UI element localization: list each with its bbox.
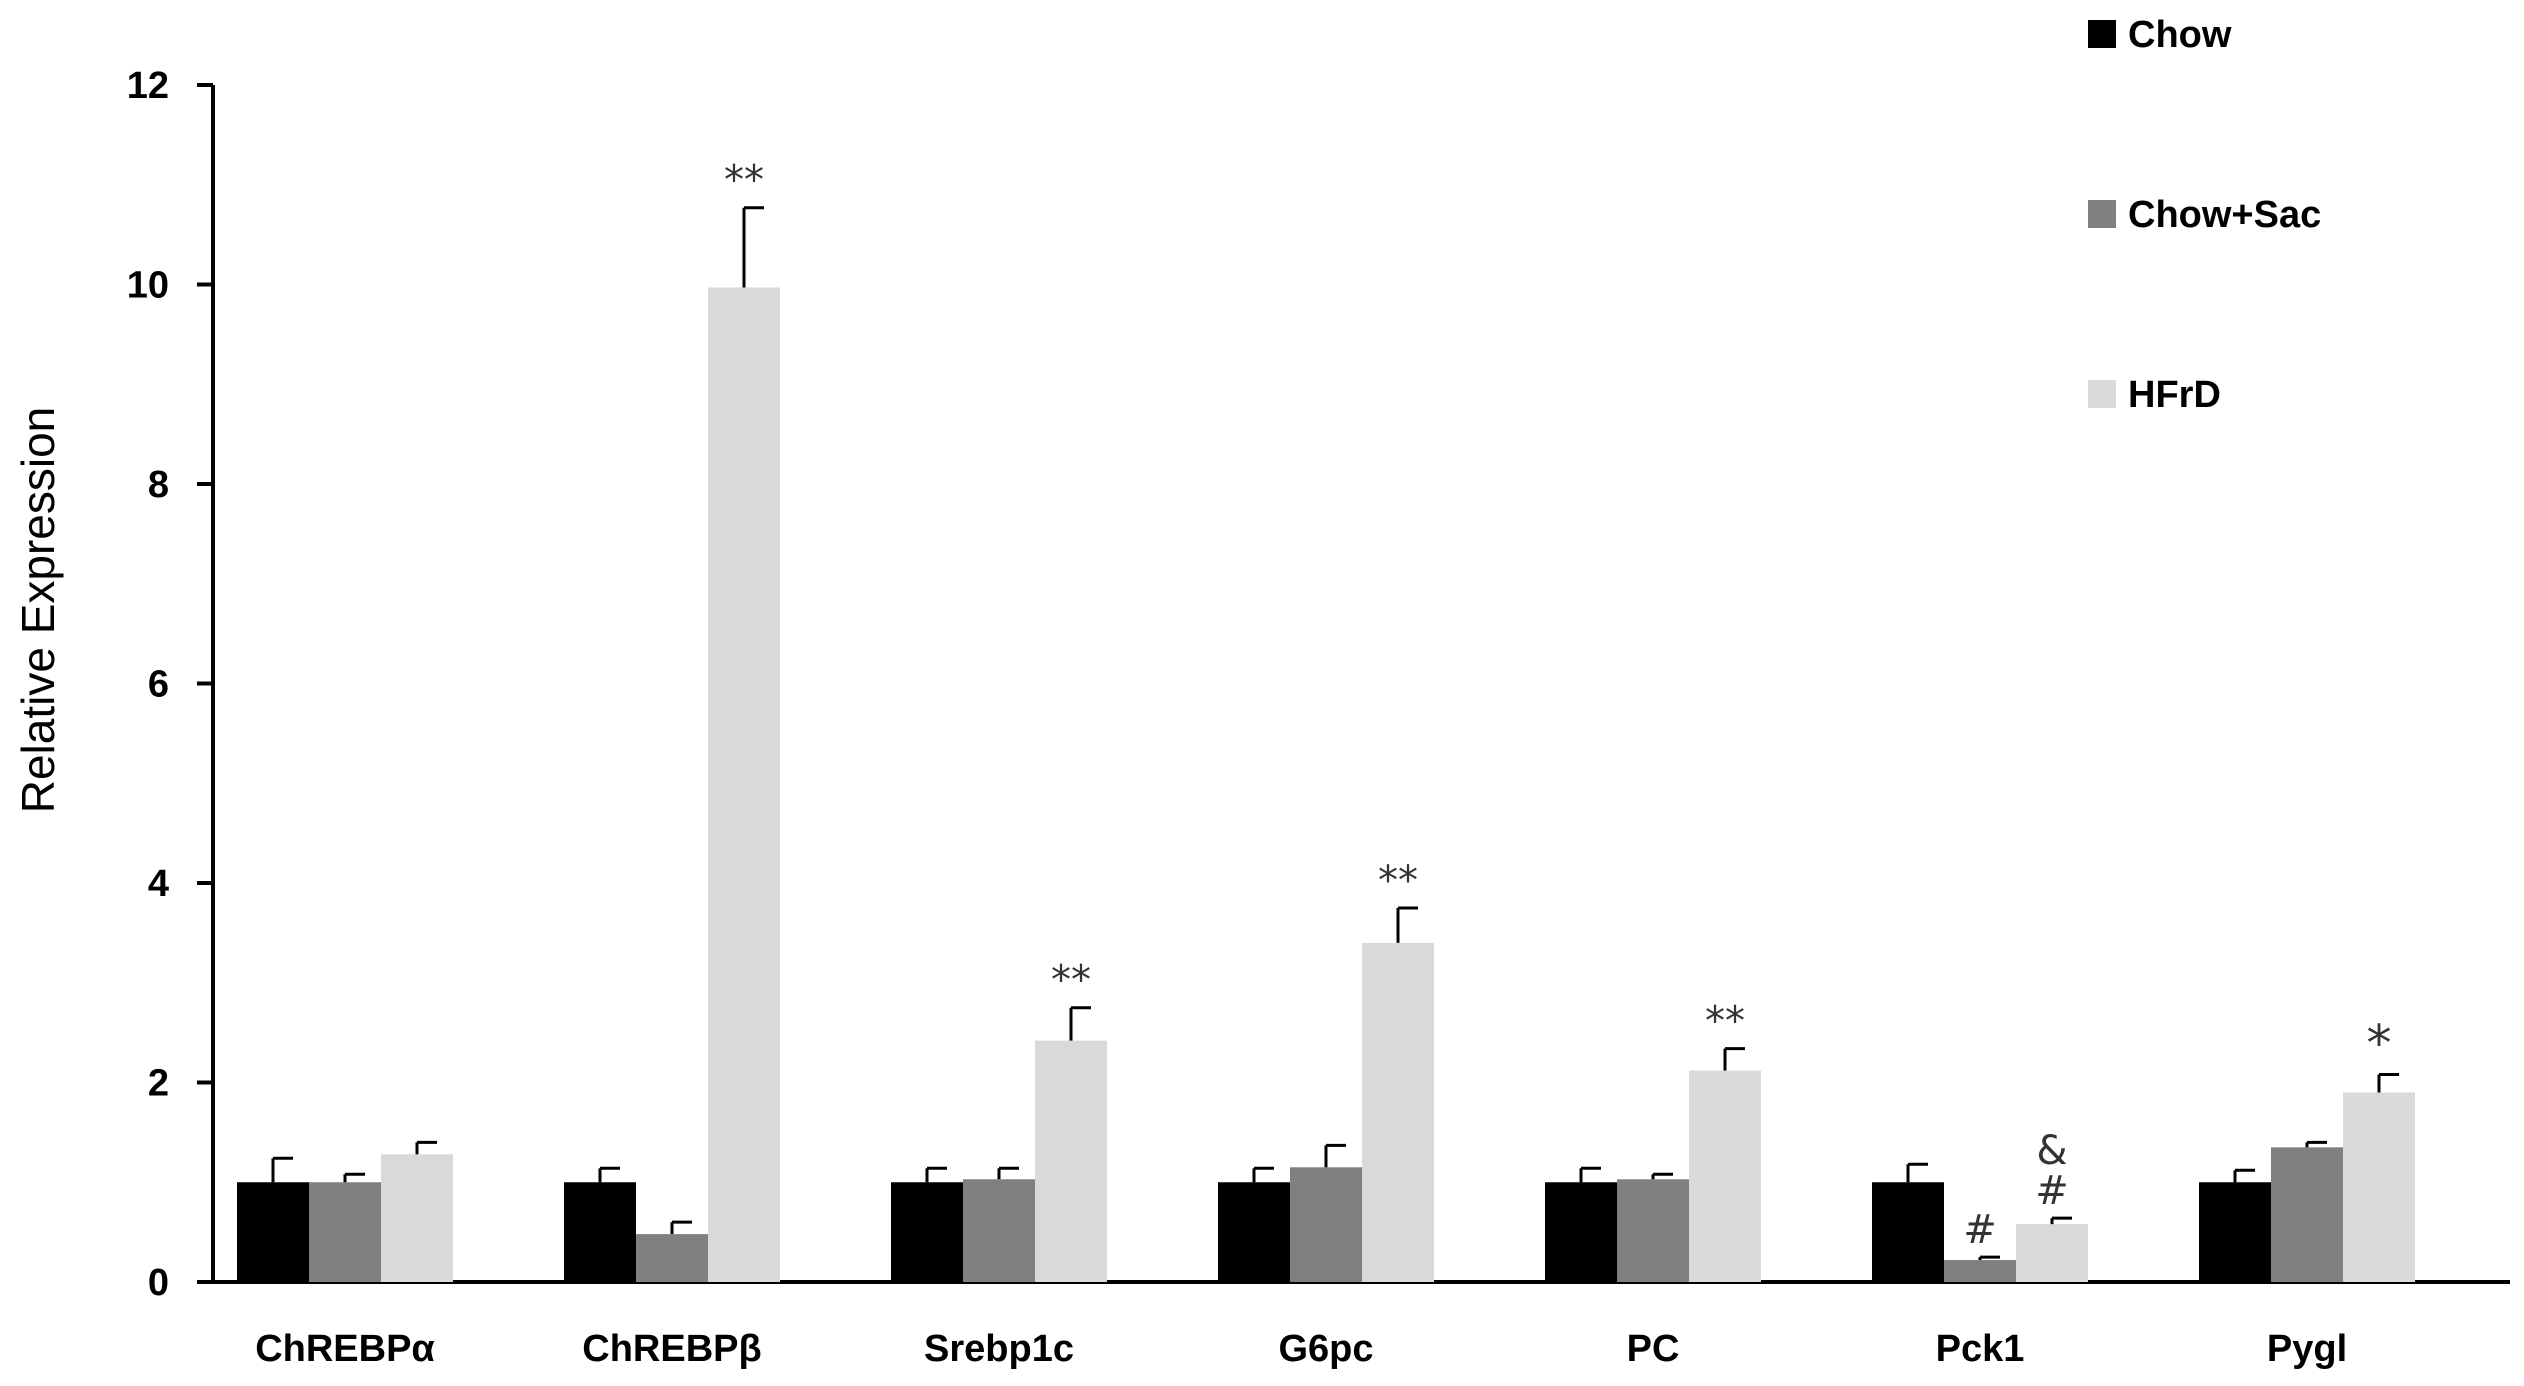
y-tick-label: 6 [148,664,169,706]
bar-chow-sac [2271,1147,2343,1282]
x-tick-label: Srebp1c [924,1328,1074,1370]
legend-swatch [2088,200,2116,228]
bar-hfrd [2343,1092,2415,1282]
legend-swatch [2088,380,2116,408]
x-tick-label: PC [1627,1328,1680,1370]
x-tick-label: Pck1 [1936,1328,2025,1370]
bar-hfrd [1689,1070,1761,1282]
y-tick-label: 4 [148,863,169,905]
bar-hfrd [381,1154,453,1282]
x-tick-label: Pygl [2267,1328,2347,1370]
y-tick-label: 0 [148,1262,169,1304]
significance-marker: ** [724,158,764,204]
bar-chow [237,1182,309,1282]
bar-hfrd [2016,1224,2088,1282]
x-tick-label: ChREBPα [255,1328,435,1370]
y-tick-label: 12 [127,65,169,107]
bar-chow [891,1182,963,1282]
bar-chow-sac [636,1234,708,1282]
bar-chow [564,1182,636,1282]
significance-marker: # [2035,1168,2069,1214]
legend-swatch [2088,20,2116,48]
y-tick-label: 10 [127,265,169,307]
significance-marker: ** [1378,858,1418,904]
x-tick-label: ChREBPβ [582,1328,761,1370]
bar-hfrd [708,287,780,1282]
legend-label: HFrD [2128,374,2221,416]
bar-hfrd [1362,942,1434,1282]
significance-marker: ** [1705,999,1745,1045]
bar-chow [2199,1182,2271,1282]
bar-hfrd [1035,1040,1107,1282]
legend-label: Chow+Sac [2128,194,2321,236]
y-axis-label: Relative Expression [12,407,64,814]
bar-chow-sac [1290,1167,1362,1282]
bar-chow-sac [1617,1179,1689,1282]
significance-marker: * [2367,1015,2392,1073]
significance-marker: ** [1051,958,1091,1004]
bar-chow [1872,1182,1944,1282]
y-tick-label: 2 [148,1063,169,1105]
bar-chow [1218,1182,1290,1282]
y-tick-label: 8 [148,464,169,506]
significance-marker: # [1963,1207,1997,1253]
x-tick-label: G6pc [1278,1328,1373,1370]
bar-chow-sac [1944,1260,2016,1282]
legend-label: Chow [2128,14,2232,56]
significance-marker: & [2036,1128,2067,1174]
bar-chow [1545,1182,1617,1282]
bar-chow-sac [309,1182,381,1282]
bar-chow-sac [963,1179,1035,1282]
